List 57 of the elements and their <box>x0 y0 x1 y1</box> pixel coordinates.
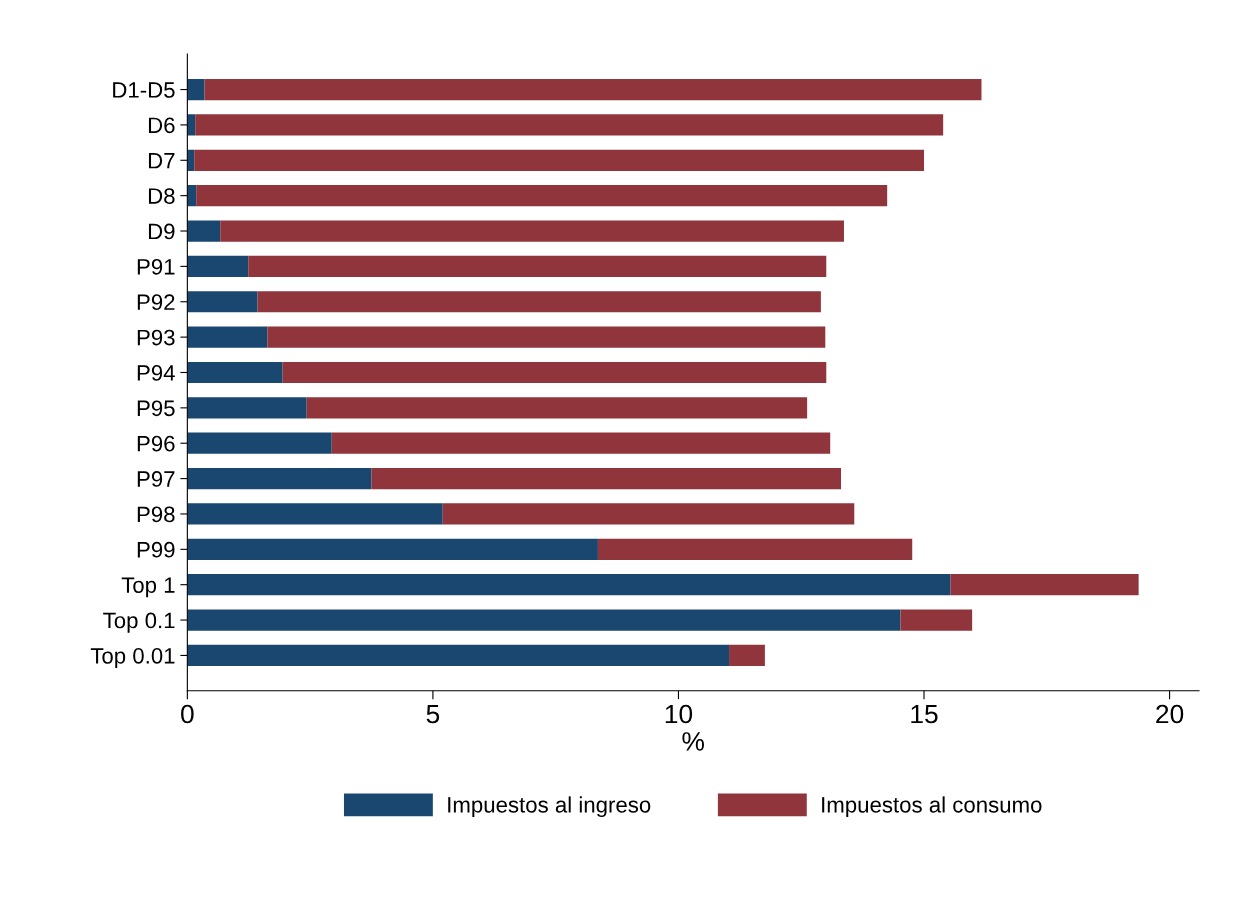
y-tick-label: P91 <box>137 258 175 275</box>
y-tick-label: P95 <box>137 400 175 417</box>
bar <box>187 467 372 490</box>
bar <box>729 644 765 667</box>
y-tick-label: D1-D5 <box>113 82 175 98</box>
bar <box>187 397 307 419</box>
bar <box>187 78 205 101</box>
bar <box>331 432 831 454</box>
y-tick-label: P93 <box>137 329 175 346</box>
y-tick-label: P92 <box>137 294 175 311</box>
bar <box>187 361 283 384</box>
bar <box>195 114 944 136</box>
bar <box>187 255 249 277</box>
x-tick-label: 0 <box>181 704 194 724</box>
bar <box>900 609 973 631</box>
x-tick-label: 20 <box>1156 704 1184 724</box>
bar <box>187 609 901 631</box>
y-tick-label: P96 <box>137 435 175 452</box>
y-tick-label: D9 <box>148 223 175 240</box>
legend-label: Impuestos al consumo <box>822 796 1042 818</box>
bar <box>187 503 443 525</box>
bar <box>950 574 1139 596</box>
y-tick-label: D6 <box>148 117 175 134</box>
bar <box>196 185 888 207</box>
y-tick-label: P94 <box>137 365 175 381</box>
bar <box>306 397 808 419</box>
bar <box>220 220 844 242</box>
x-tick-label: 5 <box>426 704 440 724</box>
bar <box>194 149 925 171</box>
y-tick-label: D8 <box>148 188 175 204</box>
bar <box>248 255 827 277</box>
bar <box>267 326 826 348</box>
y-tick-label: P97 <box>137 471 175 487</box>
y-tick-label: Top 1 <box>121 577 175 598</box>
bar <box>282 361 827 384</box>
legend-label: Impuestos al ingreso <box>448 796 651 818</box>
y-tick-label: P99 <box>137 541 175 558</box>
bar <box>187 291 258 313</box>
bar <box>597 538 913 560</box>
x-tick-label: 10 <box>665 704 693 724</box>
bar <box>187 114 196 136</box>
bar <box>187 432 332 454</box>
y-tick-label: P98 <box>137 506 175 523</box>
bar <box>442 503 855 525</box>
bar <box>187 538 598 560</box>
bar <box>187 220 221 242</box>
bar <box>187 644 730 667</box>
x-tick-label: 15 <box>911 704 938 724</box>
bar <box>371 467 842 490</box>
bar <box>187 326 268 348</box>
bar <box>204 78 982 101</box>
bar <box>257 291 821 313</box>
x-axis-title: % <box>682 732 704 751</box>
y-tick-label: D7 <box>148 153 175 169</box>
y-tick-label: Top 0.1 <box>103 612 175 633</box>
y-tick-label: Top 0.01 <box>90 647 175 669</box>
bar <box>187 574 951 596</box>
